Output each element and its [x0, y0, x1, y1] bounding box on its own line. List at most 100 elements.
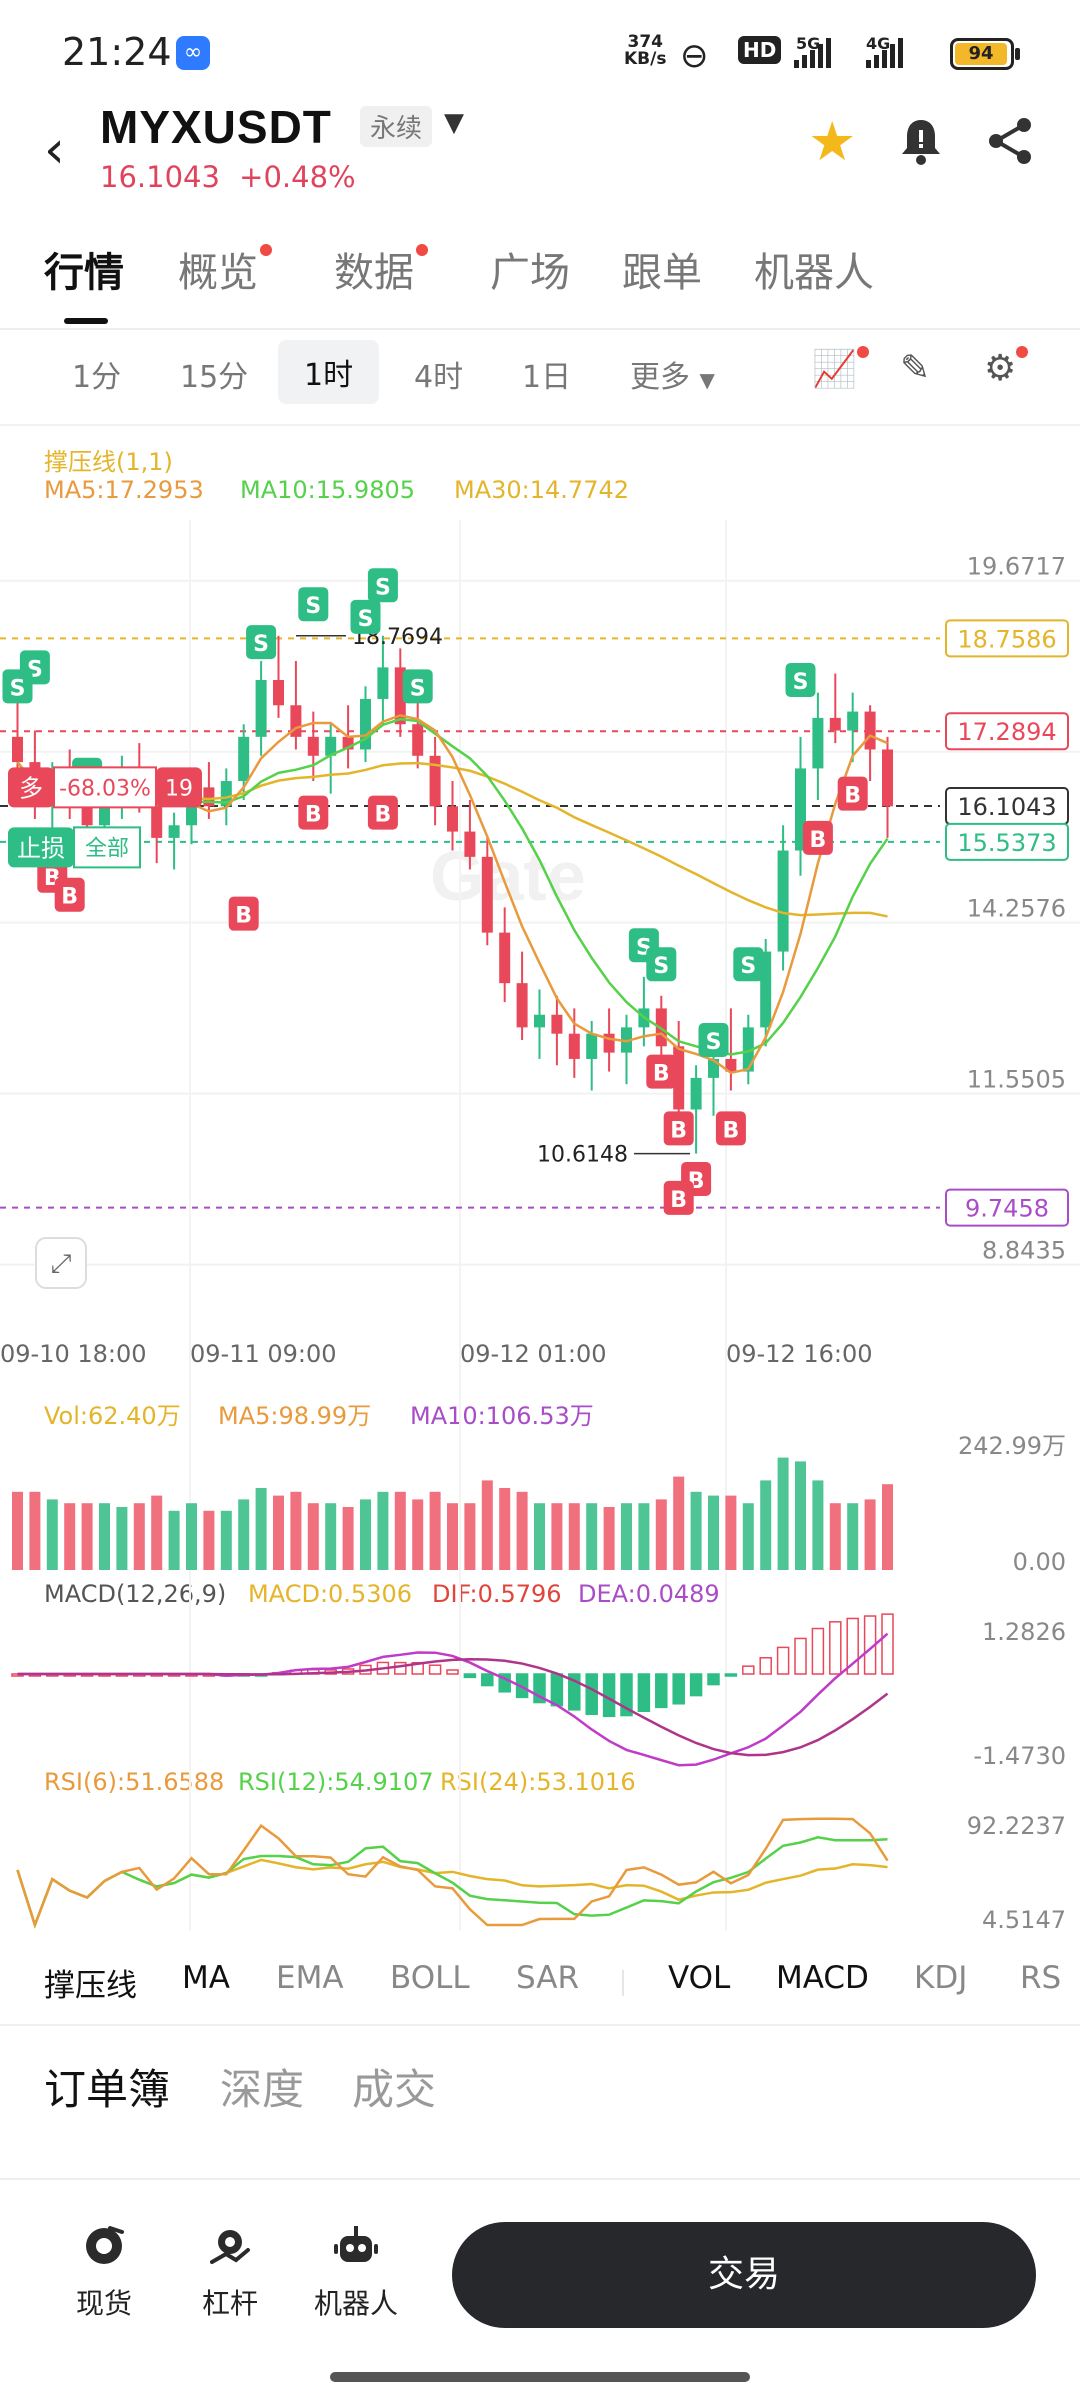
interval-1m[interactable]: 1分 [72, 360, 122, 395]
volume-ma5-legend: MA5:98.99万 [218, 1402, 372, 1430]
indicator-macd[interactable]: MACD [776, 1960, 869, 1996]
tab-bot[interactable]: 机器人 [754, 240, 874, 298]
y-axis-label: 19.6717 [967, 553, 1066, 581]
price-alert-bell-icon[interactable] [894, 114, 948, 168]
volume-bar [638, 1503, 650, 1570]
bottom-trade-bar: 现货 杠杆 机器人 交易 [0, 2186, 1080, 2366]
bot-button[interactable]: 机器人 [306, 2222, 406, 2322]
interval-1d[interactable]: 1日 [522, 360, 572, 395]
y-axis-label: 8.8435 [982, 1237, 1066, 1265]
divider [0, 2024, 1080, 2026]
macd-histogram-bar [446, 1669, 459, 1675]
tab-orderbook[interactable]: 订单簿 [44, 2065, 171, 2114]
status-bar: 21:24 ∞ 374 KB/s ⊖ HD 5G 4G 94 [0, 0, 1080, 100]
buy-marker [228, 896, 259, 931]
ma-level-tag [945, 712, 1069, 751]
macd-histogram-bar [689, 1673, 703, 1697]
resistance-level-tag [945, 619, 1069, 658]
volume-bar [360, 1499, 371, 1570]
macd-histogram-bar [794, 1637, 807, 1675]
marker-letter: S [740, 954, 756, 979]
marker-letter: B [653, 1062, 670, 1087]
trade-button[interactable]: 交易 [452, 2222, 1036, 2328]
dea-legend: DEA:0.0489 [578, 1580, 720, 1608]
position-pnl: -68.03% [59, 776, 151, 801]
interval-more[interactable]: 更多 ▼ [630, 352, 715, 396]
tab-depth[interactable]: 深度 [220, 2065, 305, 2114]
settings-gear-icon[interactable]: ⚙ [984, 346, 1029, 389]
tab-copy-trade-label: 跟单 [622, 250, 702, 296]
macd-histogram-bar [481, 1673, 494, 1687]
candle-body [864, 711, 876, 750]
margin-label: 杠杆 [201, 2287, 258, 2320]
indicator-kdj[interactable]: KDJ [914, 1960, 968, 1996]
candle-body [447, 806, 458, 832]
volume-bar [220, 1510, 232, 1570]
pair-symbol[interactable]: MYXUSDT [100, 101, 332, 153]
candle-body [568, 1033, 580, 1059]
signal-bars-2-icon [866, 38, 903, 68]
buy-marker [663, 1180, 694, 1215]
spot-button[interactable]: 现货 [54, 2222, 154, 2322]
indicator-ema[interactable]: EMA [276, 1960, 344, 1996]
chevron-down-icon[interactable]: ▼ [444, 108, 464, 138]
favorite-star-icon[interactable]: ★ [808, 110, 857, 173]
tab-overview-label: 概览 [178, 250, 258, 296]
draw-pencil-icon[interactable]: ✎ [900, 348, 931, 389]
volume-bar [864, 1499, 876, 1570]
indicator-chart-icon[interactable]: 📈 [812, 346, 869, 390]
volume-bar [777, 1457, 789, 1570]
candle-body [151, 800, 163, 838]
candle-body [273, 680, 284, 706]
marker-letter: B [375, 803, 392, 828]
robot-icon [334, 2226, 378, 2262]
volume-bar [586, 1503, 598, 1570]
interval-4h[interactable]: 4时 [414, 360, 464, 395]
tab-trades[interactable]: 成交 [352, 2065, 437, 2114]
macd-histogram-bar [759, 1657, 772, 1675]
interval-15m[interactable]: 15分 [180, 360, 249, 395]
back-arrow-icon[interactable]: ‹ [44, 120, 65, 180]
indicator-sar[interactable]: SAR [516, 1960, 579, 1996]
macd-legend: MACD:0.5306 [248, 1580, 413, 1608]
interval-1h[interactable]: 1时 [278, 340, 380, 404]
share-icon[interactable] [984, 114, 1038, 168]
macd-histogram-bar [428, 1664, 442, 1675]
volume-bar [307, 1503, 319, 1570]
volume-bar [551, 1503, 563, 1570]
buy-marker [367, 795, 398, 830]
volume-bar [516, 1491, 528, 1570]
tab-copy-trade[interactable]: 跟单 [622, 240, 702, 298]
indicator-sr-line[interactable]: 撑压线 [44, 1968, 137, 2004]
volume-bar [742, 1503, 754, 1570]
indicator-ma[interactable]: MA [182, 1960, 230, 1996]
x-axis-label: 09-10 18:00 [0, 1340, 147, 1368]
volume-bar [255, 1488, 267, 1570]
marker-letter: S [253, 632, 269, 657]
divider [0, 328, 1080, 330]
volume-bar [655, 1499, 667, 1570]
kline-chart[interactable]: 撑压线(1,1) MA5:17.2953 MA10:15.9805 MA30:1… [0, 430, 1080, 1930]
volume-bar [64, 1503, 76, 1570]
buy-marker [802, 820, 833, 855]
indicator-vol[interactable]: VOL [668, 1960, 731, 1996]
candle-body [220, 781, 232, 807]
tab-overview[interactable]: 概览 [178, 240, 272, 298]
buy-marker [715, 1111, 746, 1146]
tab-data[interactable]: 数据 [334, 240, 428, 298]
indicator-rsi[interactable]: RSI [1020, 1960, 1060, 1996]
home-indicator[interactable] [330, 2372, 750, 2382]
volume-bar [690, 1491, 702, 1570]
tab-square[interactable]: 广场 [490, 240, 570, 298]
candle-body [360, 698, 371, 750]
indicator-boll[interactable]: BOLL [390, 1960, 470, 1996]
buy-marker [663, 1111, 694, 1146]
tab-market[interactable]: 行情 [44, 240, 124, 298]
volume-bar [447, 1503, 458, 1570]
margin-button[interactable]: 杠杆 [180, 2222, 280, 2322]
volume-bar [464, 1503, 476, 1570]
volume-bar [116, 1507, 128, 1570]
low-annotation: 10.6148 [537, 1143, 628, 1168]
macd-histogram-bar [637, 1673, 651, 1713]
ma30-legend: MA30:14.7742 [454, 476, 629, 504]
